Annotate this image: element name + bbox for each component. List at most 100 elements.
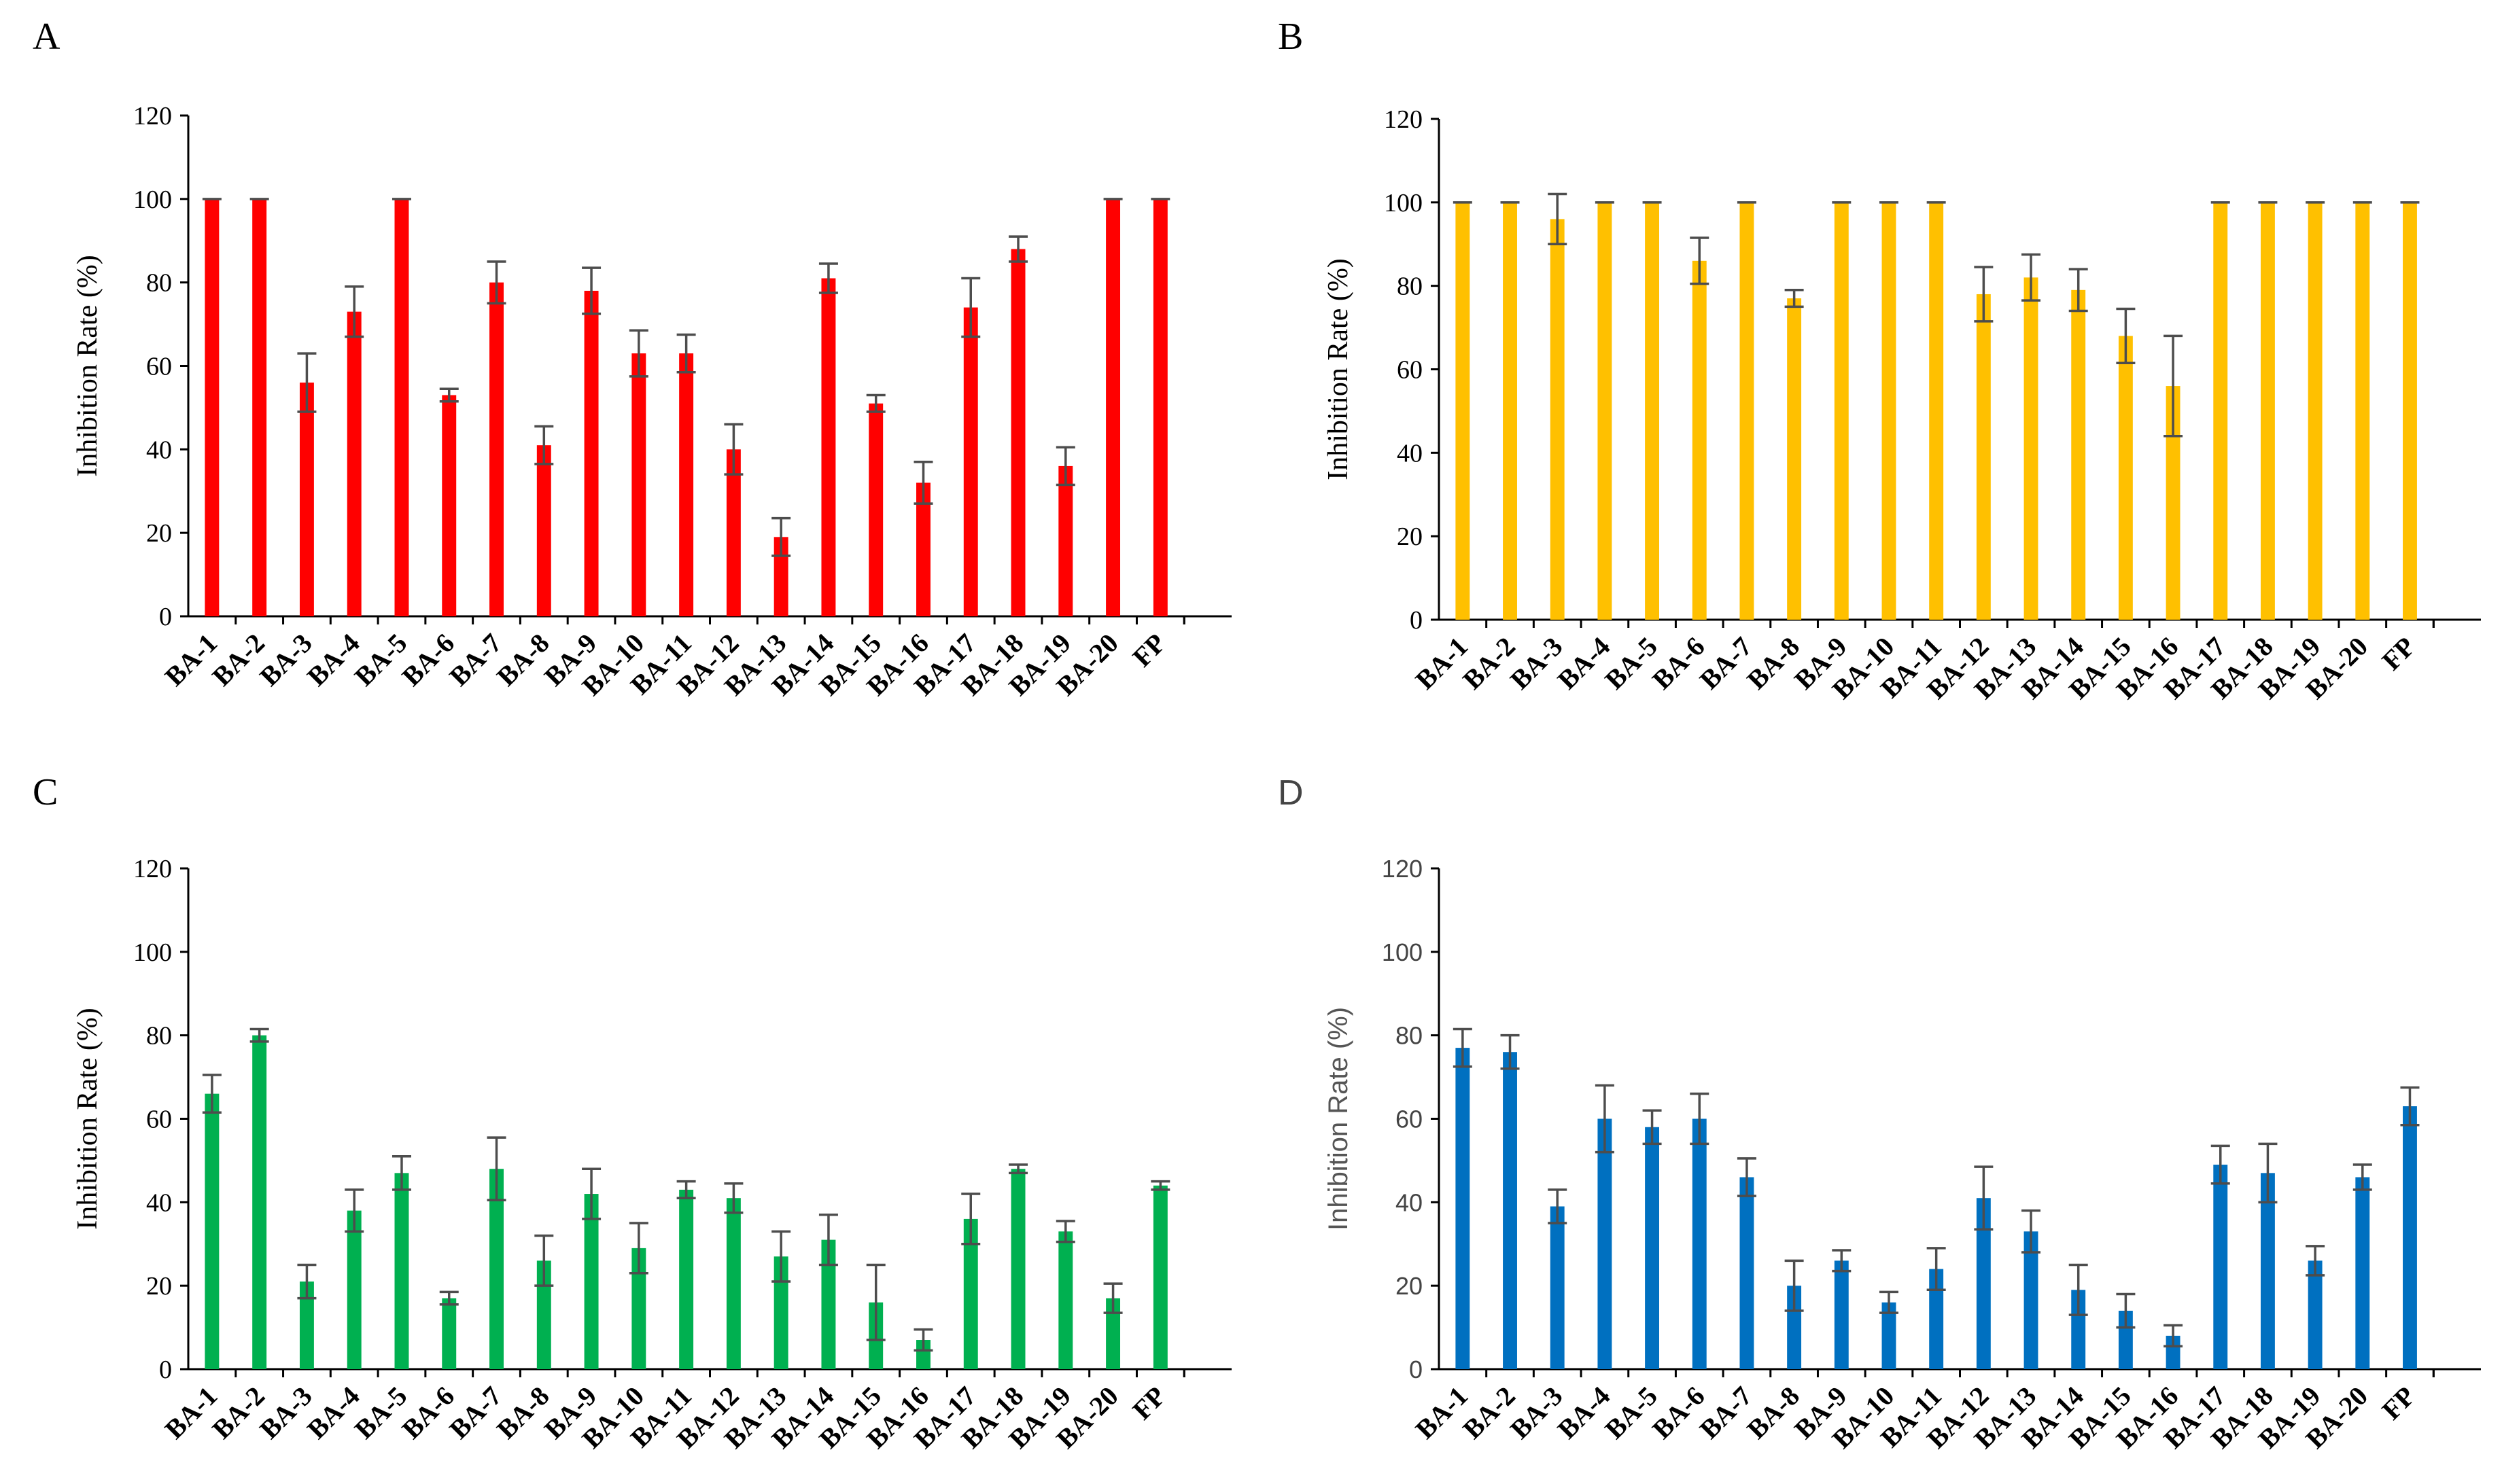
y-axis-label: Inhibition Rate (%) — [1323, 1007, 1353, 1231]
bar — [1597, 202, 1612, 620]
x-tick-label: BA-3 — [1504, 1381, 1569, 1445]
y-axis-label: Inhibition Rate (%) — [1323, 258, 1354, 480]
x-tick-label: BA-1 — [1410, 1381, 1474, 1445]
x-tick-label: BA-3 — [254, 1381, 318, 1445]
bar — [1692, 1118, 1707, 1369]
y-tick-label: 0 — [1409, 1356, 1423, 1383]
bar — [584, 1194, 599, 1369]
bar — [2308, 202, 2323, 620]
y-tick-label: 80 — [1395, 1022, 1423, 1050]
x-tick-label: BA-4 — [1552, 631, 1616, 696]
bar — [726, 449, 741, 616]
bar — [679, 353, 694, 616]
bar — [1503, 1052, 1517, 1369]
bar — [536, 445, 551, 616]
x-tick-label: BA-2 — [1457, 631, 1521, 696]
bar — [963, 307, 978, 616]
x-tick-label: BA-5 — [1599, 631, 1663, 696]
x-tick-label: BA-6 — [1646, 631, 1711, 696]
bar — [442, 395, 457, 616]
y-tick-label: 0 — [159, 1356, 172, 1384]
bar — [347, 1210, 362, 1369]
bar — [821, 278, 836, 616]
x-tick-label: BA-5 — [1599, 1381, 1663, 1445]
x-tick-label: BA-8 — [491, 1381, 555, 1445]
bar — [916, 1340, 931, 1369]
bar — [1834, 202, 1849, 620]
bar — [1976, 1198, 1991, 1369]
bar — [2213, 1165, 2228, 1369]
bar — [1597, 1118, 1612, 1369]
x-tick-label: BA-4 — [1552, 1381, 1616, 1445]
bar — [1787, 1286, 1802, 1369]
bar — [1929, 1269, 1944, 1369]
bar — [2118, 1311, 2133, 1369]
x-tick-label: FP — [2376, 1381, 2420, 1426]
y-tick-label: 120 — [133, 102, 172, 130]
bar — [1550, 1206, 1565, 1369]
bar — [2355, 1177, 2370, 1369]
y-tick-label: 100 — [1384, 189, 1423, 217]
bar — [1834, 1260, 1849, 1369]
bar — [1739, 1177, 1754, 1369]
x-tick-label: BA-6 — [396, 1381, 460, 1445]
bar — [2403, 202, 2417, 620]
bar — [1881, 1302, 1896, 1369]
y-tick-label: 40 — [146, 1188, 172, 1217]
y-tick-label: 0 — [1410, 606, 1423, 635]
y-tick-label: 60 — [146, 1106, 172, 1134]
y-tick-label: 40 — [1397, 439, 1423, 467]
bar — [963, 1218, 978, 1369]
bar — [916, 482, 931, 616]
bar — [1692, 260, 1707, 620]
bar — [1929, 202, 1944, 620]
panel-letter: D — [1278, 773, 1304, 813]
bar — [2260, 1173, 2275, 1369]
bar — [1503, 202, 1517, 620]
bar — [205, 1093, 220, 1369]
y-tick-label: 80 — [1397, 272, 1423, 301]
bar — [1455, 202, 1470, 620]
y-tick-label: 20 — [1395, 1272, 1423, 1300]
y-tick-label: 120 — [133, 855, 172, 883]
x-tick-label: BA-8 — [1741, 1381, 1805, 1445]
bar — [631, 353, 646, 616]
bar — [489, 282, 504, 616]
y-tick-label: 100 — [133, 938, 172, 967]
x-tick-label: BA-2 — [1457, 1381, 1521, 1445]
x-tick-label: BA-5 — [349, 628, 413, 692]
bar — [2071, 1290, 2086, 1369]
bar — [726, 1198, 741, 1369]
panel-letter: B — [1278, 16, 1303, 58]
x-tick-label: BA-2 — [206, 628, 271, 692]
bar — [2166, 386, 2180, 620]
bar — [1881, 202, 1896, 620]
bar — [2213, 202, 2228, 620]
x-tick-label: BA-1 — [159, 1381, 224, 1445]
y-tick-label: 20 — [146, 1272, 172, 1301]
bar — [1153, 1185, 1168, 1369]
y-tick-label: 80 — [146, 269, 172, 298]
bar — [299, 383, 314, 616]
panel-letter: C — [33, 771, 58, 813]
bar — [2403, 1106, 2417, 1369]
bar — [1058, 1231, 1073, 1369]
bar — [584, 290, 599, 616]
bar — [394, 1173, 409, 1369]
bar — [1106, 1298, 1121, 1369]
bar — [489, 1169, 504, 1369]
y-tick-label: 120 — [1382, 855, 1423, 883]
y-tick-label: 120 — [1384, 105, 1423, 134]
bar — [252, 198, 267, 616]
y-tick-label: 100 — [133, 186, 172, 214]
y-axis-label: Inhibition Rate (%) — [72, 1008, 103, 1230]
x-tick-label: BA-7 — [1694, 631, 1758, 696]
bar — [394, 198, 409, 616]
bar — [2260, 202, 2275, 620]
y-tick-label: 100 — [1382, 938, 1423, 966]
bar — [536, 1260, 551, 1369]
